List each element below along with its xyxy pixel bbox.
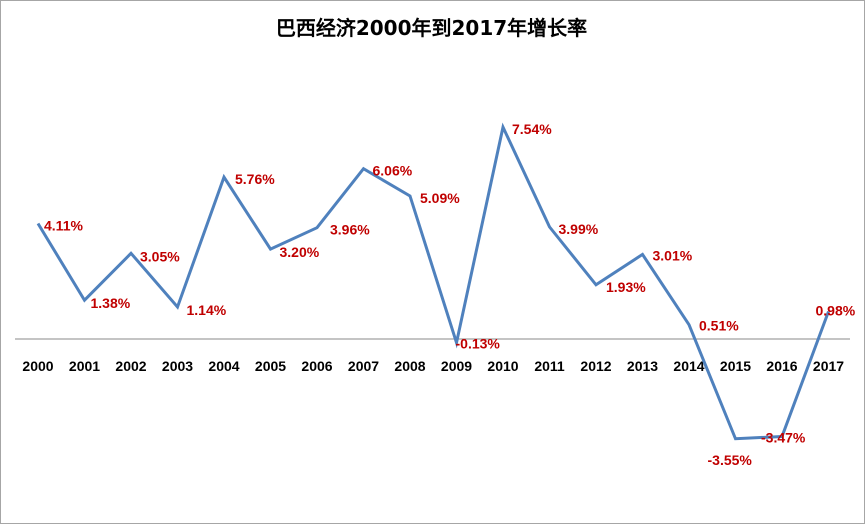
data-label-2005: 3.20% xyxy=(280,244,320,260)
data-label-2002: 3.05% xyxy=(140,248,180,264)
data-label-2001: 1.38% xyxy=(91,295,131,311)
data-label-2011: 3.99% xyxy=(559,221,599,237)
x-tick-label-2017: 2017 xyxy=(813,358,844,374)
x-tick-label-2012: 2012 xyxy=(580,358,611,374)
data-label-2014: 0.51% xyxy=(699,318,739,334)
chart-title: 巴西经济2000年到2017年增长率 xyxy=(275,16,588,40)
x-tick-label-2015: 2015 xyxy=(720,358,751,374)
x-tick-label-2005: 2005 xyxy=(255,358,286,374)
x-tick-label-2013: 2013 xyxy=(627,358,658,374)
x-tick-label-2014: 2014 xyxy=(673,358,704,374)
x-tick-label-2000: 2000 xyxy=(22,358,53,374)
data-labels: 4.11% 1.38% 3.05% 1.14% 5.76% 3.20% 3.96% 6.06%… xyxy=(44,121,856,468)
data-label-2008: 5.09% xyxy=(420,190,460,206)
x-tick-label-2003: 2003 xyxy=(162,358,193,374)
data-label-2016: -3.47% xyxy=(761,430,806,446)
series-line xyxy=(36,122,830,441)
x-tick-label-2004: 2004 xyxy=(208,358,239,374)
data-label-2000: 4.11% xyxy=(44,218,83,234)
x-tick-label-2010: 2010 xyxy=(487,358,518,374)
data-label-2003: 1.14% xyxy=(187,302,227,318)
x-tick-label-2011: 2011 xyxy=(534,358,565,374)
x-tick-label-2016: 2016 xyxy=(766,358,797,374)
data-label-2009: -0.13% xyxy=(456,336,501,352)
data-label-2004: 5.76% xyxy=(235,171,275,187)
data-label-2006: 3.96% xyxy=(330,222,370,238)
x-tick-label-2006: 2006 xyxy=(301,358,332,374)
data-label-2010: 7.54% xyxy=(512,121,552,137)
data-label-2007: 6.06% xyxy=(373,163,413,179)
x-tick-label-2008: 2008 xyxy=(394,358,425,374)
data-label-2017: 0.98% xyxy=(816,302,856,318)
x-tick-label-2002: 2002 xyxy=(115,358,146,374)
x-tick-label-2001: 2001 xyxy=(69,358,100,374)
x-tick-label-2007: 2007 xyxy=(348,358,379,374)
x-tick-label-2009: 2009 xyxy=(441,358,472,374)
data-label-2013: 3.01% xyxy=(653,247,693,263)
data-label-2012: 1.93% xyxy=(606,279,646,295)
data-label-2015: -3.55% xyxy=(708,452,753,468)
x-tick-labels: 2000 2001 2002 2003 2004 2005 2006 2007 2008 2009… xyxy=(22,358,844,374)
